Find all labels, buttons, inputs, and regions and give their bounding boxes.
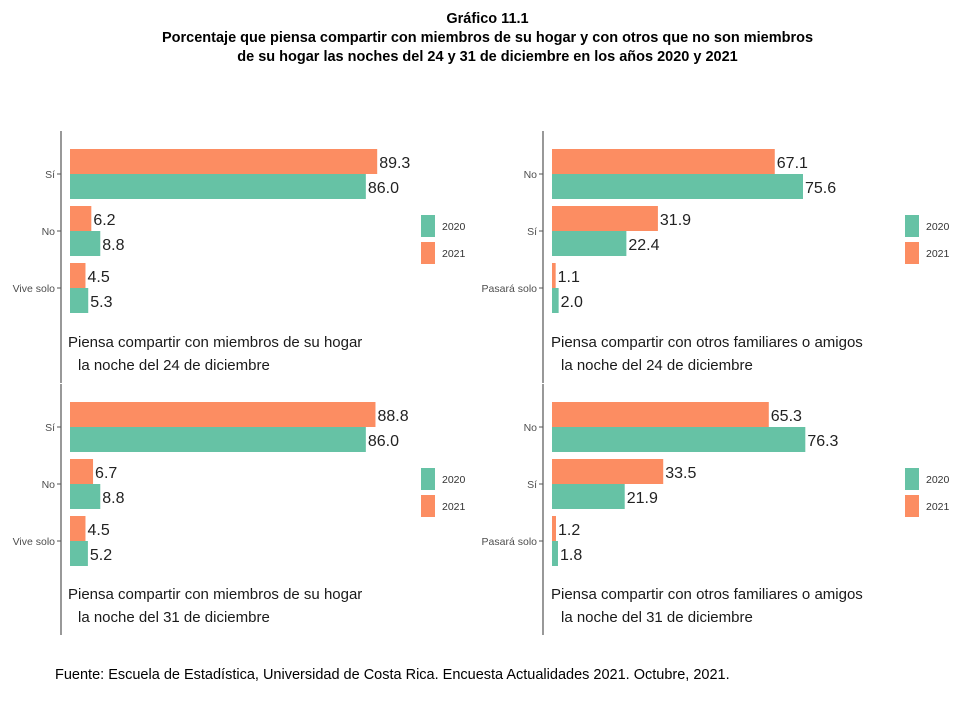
bar-2020 <box>70 174 366 199</box>
data-label: 86.0 <box>368 180 399 197</box>
bar-2021 <box>552 206 658 231</box>
bar-2020 <box>552 288 559 313</box>
legend-label: 2021 <box>926 501 950 513</box>
legend-swatch-2021 <box>905 495 919 517</box>
category-label: Vive solo <box>13 283 56 295</box>
category-label: Sí <box>45 422 55 434</box>
data-label: 2.0 <box>561 294 583 311</box>
bar-2020 <box>552 484 625 509</box>
legend-label: 2020 <box>926 474 950 486</box>
data-label: 8.8 <box>102 490 124 507</box>
chart-caption: Piensa compartir con miembros de su hoga… <box>68 334 362 351</box>
category-label: No <box>42 479 56 491</box>
bar-2020 <box>70 288 89 313</box>
category-label: Sí <box>527 226 537 238</box>
data-label: 6.2 <box>93 212 115 229</box>
legend-label: 2021 <box>442 501 466 513</box>
legend-swatch-2021 <box>905 242 919 264</box>
data-label: 31.9 <box>660 212 691 229</box>
bar-2020 <box>552 174 803 199</box>
category-label: No <box>524 169 538 181</box>
data-label: 75.6 <box>805 180 836 197</box>
bar-2020 <box>70 427 366 452</box>
category-label: Sí <box>527 479 537 491</box>
bar-2021 <box>70 206 92 231</box>
chart-caption: Piensa compartir con otros familiares o … <box>551 586 863 603</box>
category-label: No <box>42 226 56 238</box>
data-label: 4.5 <box>87 522 109 539</box>
legend-label: 2021 <box>926 248 950 260</box>
bar-2020 <box>70 231 101 256</box>
legend-label: 2021 <box>442 248 466 260</box>
bar-2020 <box>552 427 806 452</box>
category-label: Sí <box>45 169 55 181</box>
chart-caption: la noche del 24 de diciembre <box>561 357 753 374</box>
bar-2021 <box>70 516 86 541</box>
data-label: 5.3 <box>90 294 112 311</box>
bar-2021 <box>70 402 376 427</box>
category-label: Pasará solo <box>482 283 538 295</box>
bar-2021 <box>70 149 378 174</box>
legend-swatch-2020 <box>421 215 435 237</box>
data-label: 1.1 <box>558 269 580 286</box>
data-label: 88.8 <box>377 408 408 425</box>
data-label: 65.3 <box>771 408 802 425</box>
chart-caption: Piensa compartir con miembros de su hoga… <box>68 586 362 603</box>
data-label: 21.9 <box>627 490 658 507</box>
data-label: 1.2 <box>558 522 580 539</box>
legend-swatch-2021 <box>421 495 435 517</box>
legend-swatch-2021 <box>421 242 435 264</box>
category-label: Pasará solo <box>482 536 538 548</box>
chart-caption: la noche del 31 de diciembre <box>561 609 753 626</box>
data-label: 89.3 <box>379 155 410 172</box>
data-label: 1.8 <box>560 547 582 564</box>
legend-swatch-2020 <box>905 468 919 490</box>
legend-label: 2020 <box>926 221 950 233</box>
bar-2021 <box>552 516 556 541</box>
figure-title-block: Gráfico 11.1 Porcentaje que piensa compa… <box>0 10 975 67</box>
bar-2021 <box>552 402 769 427</box>
data-label: 22.4 <box>628 237 659 254</box>
bar-2021 <box>552 263 556 288</box>
data-label: 4.5 <box>87 269 109 286</box>
chart-caption: la noche del 31 de diciembre <box>78 609 270 626</box>
bar-2021 <box>70 459 94 484</box>
data-label: 5.2 <box>90 547 112 564</box>
chart-caption: la noche del 24 de diciembre <box>78 357 270 374</box>
legend-label: 2020 <box>442 221 466 233</box>
legend-swatch-2020 <box>905 215 919 237</box>
figure-title-line-1: Porcentaje que piensa compartir con miem… <box>161 30 814 46</box>
data-label: 6.7 <box>95 465 117 482</box>
category-label: Vive solo <box>13 536 56 548</box>
data-label: 76.3 <box>807 433 838 450</box>
bar-2020 <box>552 231 627 256</box>
legend-swatch-2020 <box>421 468 435 490</box>
figure-title-line-2: de su hogar las noches del 24 y 31 de di… <box>237 49 738 65</box>
data-label: 67.1 <box>777 155 808 172</box>
bar-2020 <box>70 484 101 509</box>
bar-2020 <box>552 541 558 566</box>
data-label: 33.5 <box>665 465 696 482</box>
category-label: No <box>524 422 538 434</box>
figure-label: Gráfico 11.1 <box>446 11 529 27</box>
bar-2020 <box>70 541 88 566</box>
source-note: Fuente: Escuela de Estadística, Universi… <box>55 667 730 683</box>
chart-caption: Piensa compartir con otros familiares o … <box>551 334 863 351</box>
bar-2021 <box>552 149 775 174</box>
data-label: 86.0 <box>368 433 399 450</box>
data-label: 8.8 <box>102 237 124 254</box>
legend-label: 2020 <box>442 474 466 486</box>
bar-2021 <box>70 263 86 288</box>
bar-2021 <box>552 459 664 484</box>
